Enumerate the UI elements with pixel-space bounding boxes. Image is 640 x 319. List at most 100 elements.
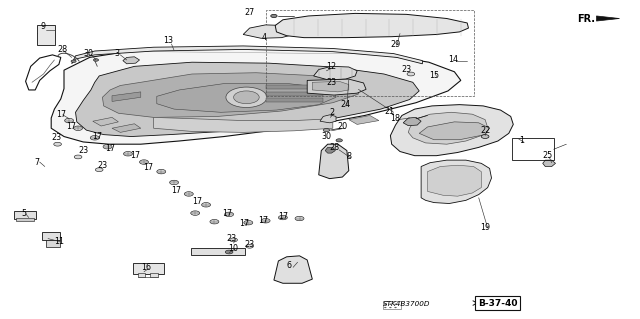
Circle shape xyxy=(140,160,148,164)
Polygon shape xyxy=(319,144,349,179)
Text: 19: 19 xyxy=(480,223,490,232)
Polygon shape xyxy=(157,84,336,112)
Text: B-37-40: B-37-40 xyxy=(478,299,518,308)
Text: 3: 3 xyxy=(114,49,119,58)
Circle shape xyxy=(74,155,82,159)
Bar xyxy=(138,273,145,277)
Circle shape xyxy=(389,307,391,308)
Text: 16: 16 xyxy=(141,263,151,272)
Circle shape xyxy=(324,87,332,91)
Circle shape xyxy=(93,59,99,61)
Text: 17: 17 xyxy=(56,110,66,119)
Polygon shape xyxy=(102,73,358,117)
Circle shape xyxy=(65,118,74,123)
Polygon shape xyxy=(421,160,492,204)
Circle shape xyxy=(124,152,132,156)
Text: 28: 28 xyxy=(58,45,68,54)
Polygon shape xyxy=(419,122,490,140)
Text: 17: 17 xyxy=(171,186,181,195)
Text: 23: 23 xyxy=(401,65,412,74)
Circle shape xyxy=(157,169,166,174)
Circle shape xyxy=(394,304,396,305)
Circle shape xyxy=(191,211,200,215)
Text: 22: 22 xyxy=(480,126,490,135)
Circle shape xyxy=(170,180,179,185)
Bar xyxy=(46,240,60,247)
Text: 6: 6 xyxy=(287,261,292,270)
Text: 23: 23 xyxy=(78,146,88,155)
Polygon shape xyxy=(307,79,366,95)
Text: 17: 17 xyxy=(92,132,102,141)
Circle shape xyxy=(54,142,61,146)
Circle shape xyxy=(384,307,386,308)
Bar xyxy=(42,232,60,240)
Text: 7: 7 xyxy=(35,158,40,167)
Circle shape xyxy=(71,60,76,63)
Text: FR.: FR. xyxy=(577,13,595,24)
Text: 17: 17 xyxy=(131,151,141,160)
Circle shape xyxy=(225,250,233,254)
Polygon shape xyxy=(243,25,296,38)
Bar xyxy=(266,85,323,89)
Circle shape xyxy=(389,304,391,305)
Polygon shape xyxy=(320,115,336,123)
Polygon shape xyxy=(543,160,556,167)
Text: 17: 17 xyxy=(143,163,154,172)
Text: 4: 4 xyxy=(261,33,266,42)
Circle shape xyxy=(90,136,99,140)
Circle shape xyxy=(481,135,489,138)
Circle shape xyxy=(246,244,253,248)
Text: 23: 23 xyxy=(326,78,337,87)
Text: 29: 29 xyxy=(390,40,401,48)
Circle shape xyxy=(336,139,342,142)
Circle shape xyxy=(271,14,277,18)
Text: 5: 5 xyxy=(22,209,27,218)
Text: 17: 17 xyxy=(67,122,77,131)
Circle shape xyxy=(225,212,234,217)
Polygon shape xyxy=(349,115,379,124)
Circle shape xyxy=(278,215,287,220)
Text: 12: 12 xyxy=(326,62,337,71)
Polygon shape xyxy=(154,117,333,132)
Polygon shape xyxy=(403,117,421,126)
Text: 8: 8 xyxy=(346,152,351,161)
Circle shape xyxy=(230,238,237,242)
Bar xyxy=(512,138,554,160)
Polygon shape xyxy=(390,105,513,156)
Text: 15: 15 xyxy=(429,71,439,80)
Bar xyxy=(191,248,245,255)
Polygon shape xyxy=(72,46,422,64)
Text: 27: 27 xyxy=(244,8,255,17)
Text: 10: 10 xyxy=(228,244,239,253)
Polygon shape xyxy=(112,92,141,101)
Polygon shape xyxy=(312,81,349,92)
Polygon shape xyxy=(314,66,357,80)
Polygon shape xyxy=(112,124,141,132)
Circle shape xyxy=(226,87,267,108)
Polygon shape xyxy=(76,62,419,137)
Text: 2: 2 xyxy=(329,108,334,117)
Circle shape xyxy=(202,203,211,207)
Text: 23: 23 xyxy=(97,161,108,170)
Polygon shape xyxy=(274,256,312,283)
Text: 9: 9 xyxy=(41,22,46,31)
Text: 21: 21 xyxy=(384,107,394,115)
Text: 23: 23 xyxy=(227,234,237,243)
Circle shape xyxy=(407,72,415,76)
Bar xyxy=(266,98,323,102)
Text: 23: 23 xyxy=(244,241,255,249)
Circle shape xyxy=(103,145,112,149)
Text: 13: 13 xyxy=(163,36,173,45)
Polygon shape xyxy=(596,16,620,21)
Bar xyxy=(16,218,34,221)
Text: 17: 17 xyxy=(192,197,202,206)
Circle shape xyxy=(244,220,253,225)
Circle shape xyxy=(384,304,386,305)
Text: 1: 1 xyxy=(519,137,524,145)
Text: 30: 30 xyxy=(83,49,93,58)
Text: 14: 14 xyxy=(448,56,458,64)
Text: 23: 23 xyxy=(51,133,61,142)
Bar xyxy=(14,211,36,219)
Text: 11: 11 xyxy=(54,237,64,246)
Circle shape xyxy=(210,219,219,224)
